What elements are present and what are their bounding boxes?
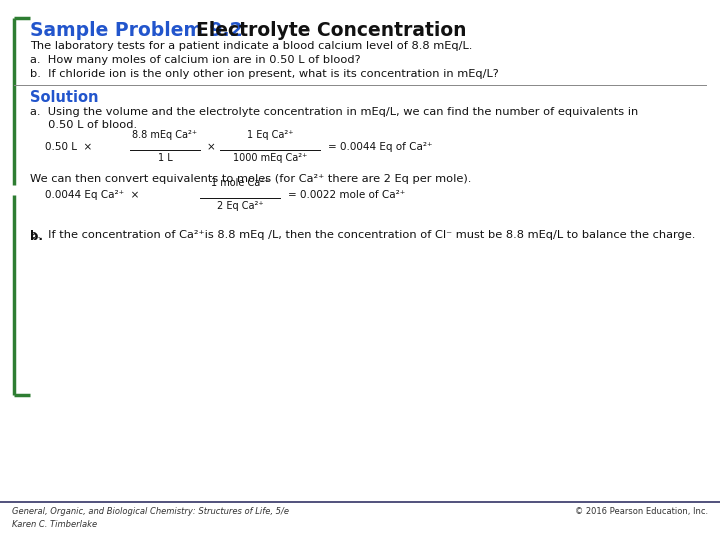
Text: Karen C. Timberlake: Karen C. Timberlake <box>12 520 97 529</box>
Text: a.  How many moles of calcium ion are in 0.50 L of blood?: a. How many moles of calcium ion are in … <box>30 55 361 65</box>
Text: ×: × <box>207 142 216 152</box>
Text: General, Organic, and Biological Chemistry: Structures of Life, 5/e: General, Organic, and Biological Chemist… <box>12 507 289 516</box>
Text: 0.0044 Eq Ca²⁺  ×: 0.0044 Eq Ca²⁺ × <box>45 190 140 200</box>
Text: Electrolyte Concentration: Electrolyte Concentration <box>183 21 467 40</box>
Text: 0.50 L  ×: 0.50 L × <box>45 142 92 152</box>
Text: 2 Eq Ca²⁺: 2 Eq Ca²⁺ <box>217 201 264 211</box>
Text: = 0.0044 Eq of Ca²⁺: = 0.0044 Eq of Ca²⁺ <box>328 142 433 152</box>
Text: We can then convert equivalents to moles (for Ca²⁺ there are 2 Eq per mole).: We can then convert equivalents to moles… <box>30 174 472 184</box>
Text: 8.8 mEq Ca²⁺: 8.8 mEq Ca²⁺ <box>132 130 197 140</box>
Text: b.: b. <box>30 230 43 243</box>
Text: Sample Problem 9.2: Sample Problem 9.2 <box>30 21 243 40</box>
Text: 1 mole Ca²⁺: 1 mole Ca²⁺ <box>211 178 269 188</box>
Text: © 2016 Pearson Education, Inc.: © 2016 Pearson Education, Inc. <box>575 507 708 516</box>
Text: 0.50 L of blood.: 0.50 L of blood. <box>30 120 137 130</box>
Text: b.  If the concentration of Ca²⁺is 8.8 mEq /L, then the concentration of Cl⁻ mus: b. If the concentration of Ca²⁺is 8.8 mE… <box>30 230 696 240</box>
Text: 1000 mEq Ca²⁺: 1000 mEq Ca²⁺ <box>233 153 307 163</box>
Text: = 0.0022 mole of Ca²⁺: = 0.0022 mole of Ca²⁺ <box>288 190 405 200</box>
Text: 1 L: 1 L <box>158 153 172 163</box>
Text: 1 Eq Ca²⁺: 1 Eq Ca²⁺ <box>247 130 293 140</box>
Text: The laboratory tests for a patient indicate a blood calcium level of 8.8 mEq/L.: The laboratory tests for a patient indic… <box>30 41 472 51</box>
Text: b.  If chloride ion is the only other ion present, what is its concentration in : b. If chloride ion is the only other ion… <box>30 69 499 79</box>
Text: Solution: Solution <box>30 90 99 105</box>
Text: a.  Using the volume and the electrolyte concentration in mEq/L, we can find the: a. Using the volume and the electrolyte … <box>30 107 638 117</box>
